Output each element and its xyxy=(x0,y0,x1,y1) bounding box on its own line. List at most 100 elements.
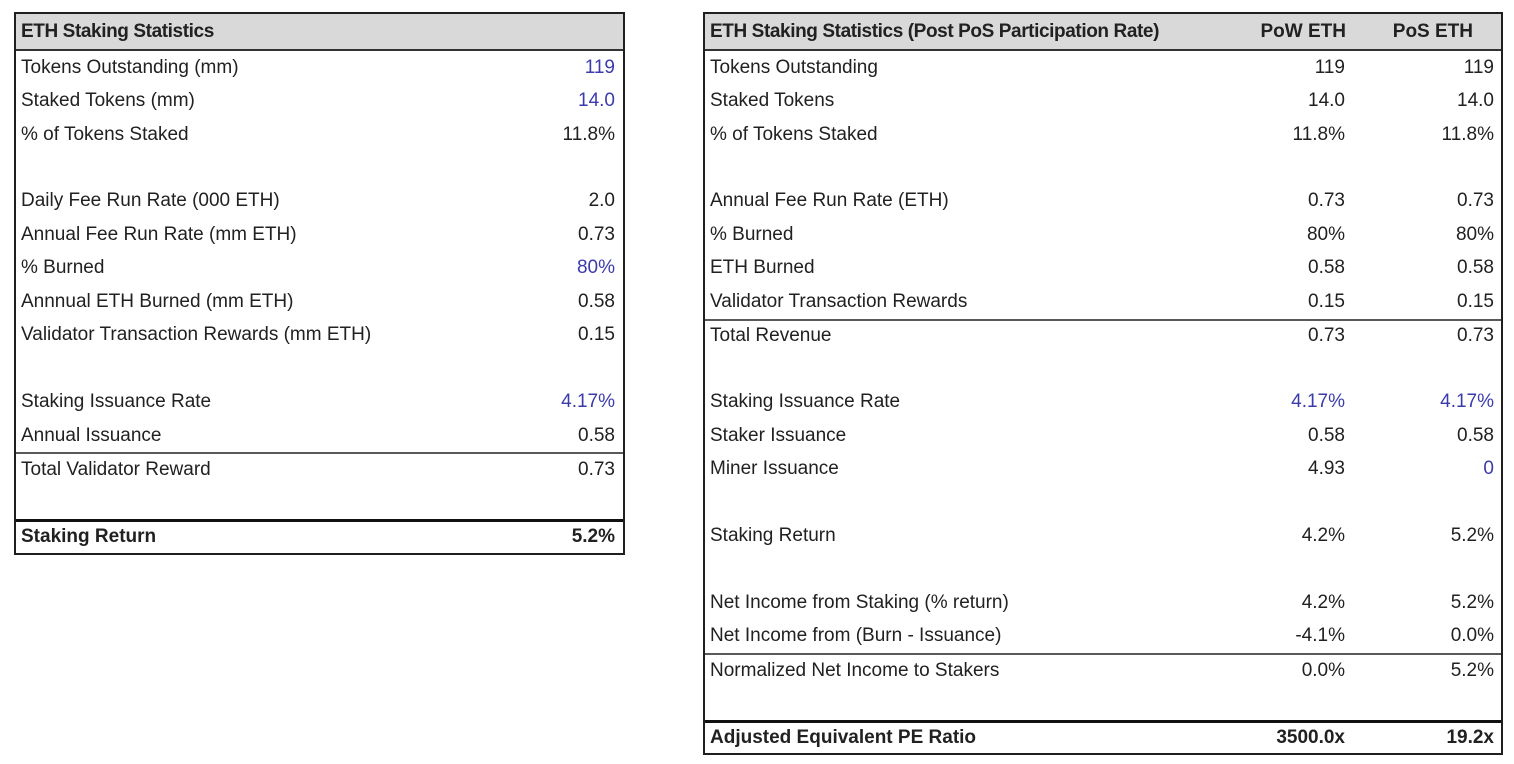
table-row: Annnual ETH Burned (mm ETH) 0.58 xyxy=(16,285,623,318)
row-value-pos: 19.2x xyxy=(1446,726,1494,748)
row-label: Staking Issuance Rate xyxy=(710,391,901,413)
row-label: % of Tokens Staked xyxy=(710,123,878,145)
row-label: Annual Fee Run Rate (mm ETH) xyxy=(21,223,297,245)
row-label: Validator Transaction Rewards (mm ETH) xyxy=(21,324,372,346)
table-row: Tokens Outstanding 119 119 xyxy=(705,51,1501,84)
spacer-row xyxy=(705,352,1501,385)
spacer-row xyxy=(705,686,1501,719)
row-value-pos: 14.0 xyxy=(1457,90,1494,112)
row-value-pow: -4.1% xyxy=(1295,625,1345,647)
eth-staking-statistics-table: ETH Staking Statistics Tokens Outstandin… xyxy=(14,12,625,555)
spacer-row xyxy=(705,486,1501,519)
row-value-pos: 0.58 xyxy=(1457,424,1494,446)
row-value: 0.73 xyxy=(578,223,615,245)
row-label: Staking Issuance Rate xyxy=(21,391,212,413)
row-label: Adjusted Equivalent PE Ratio xyxy=(710,726,977,748)
table-row-subtotal: Total Validator Reward 0.73 xyxy=(16,452,623,485)
row-value: 0.58 xyxy=(578,424,615,446)
row-value-pos: 11.8% xyxy=(1441,123,1494,145)
row-value-pos: 5.2% xyxy=(1450,524,1494,546)
row-label: Staked Tokens xyxy=(710,90,835,112)
table-row: ETH Burned 0.58 0.58 xyxy=(705,252,1501,285)
row-label: Annnual ETH Burned (mm ETH) xyxy=(21,290,294,312)
row-label: Annual Issuance xyxy=(21,424,162,446)
eth-staking-post-pos-table: ETH Staking Statistics (Post PoS Partici… xyxy=(703,12,1503,756)
row-value-pow: 80% xyxy=(1306,223,1345,245)
table-row: Annual Issuance 0.58 xyxy=(16,419,623,452)
row-value-pos: 4.17% xyxy=(1440,391,1494,413)
row-value-pos: 0 xyxy=(1483,457,1494,479)
row-value-pow: 14.0 xyxy=(1308,90,1345,112)
spacer-row xyxy=(16,352,623,385)
row-value-pos: 5.2% xyxy=(1450,591,1494,613)
table-row: % Burned 80% 80% xyxy=(705,218,1501,251)
row-label: Tokens Outstanding xyxy=(710,56,878,78)
row-label: Miner Issuance xyxy=(710,457,839,479)
column-header-pos-eth: PoS ETH xyxy=(1392,20,1473,42)
row-value-pow: 4.2% xyxy=(1301,591,1345,613)
row-label: % of Tokens Staked xyxy=(21,123,189,145)
table-row: Annual Fee Run Rate (ETH) 0.73 0.73 xyxy=(705,185,1501,218)
table-row: Staker Issuance 0.58 0.58 xyxy=(705,419,1501,452)
spacer-row xyxy=(705,151,1501,184)
row-value-pow: 4.17% xyxy=(1291,391,1345,413)
table-row: Staked Tokens (mm) 14.0 xyxy=(16,84,623,117)
table-row: Annual Fee Run Rate (mm ETH) 0.73 xyxy=(16,218,623,251)
row-label: Staked Tokens (mm) xyxy=(21,90,195,112)
left-table-title: ETH Staking Statistics xyxy=(21,20,214,42)
column-header-pow-eth: PoW ETH xyxy=(1260,20,1347,42)
table-row: Staking Issuance Rate 4.17% 4.17% xyxy=(705,385,1501,418)
table-row-total: Adjusted Equivalent PE Ratio 3500.0x 19.… xyxy=(705,719,1501,753)
row-value: 2.0 xyxy=(588,190,615,212)
row-value-pow: 119 xyxy=(1314,56,1345,78)
row-label: Net Income from Staking (% return) xyxy=(710,591,1009,613)
row-value-pos: 0.58 xyxy=(1457,257,1494,279)
row-label: Validator Transaction Rewards xyxy=(710,290,968,312)
row-label: Tokens Outstanding (mm) xyxy=(21,56,239,78)
row-value-pos: 0.0% xyxy=(1450,625,1494,647)
row-value-pow: 4.93 xyxy=(1308,457,1345,479)
right-table-header: ETH Staking Statistics (Post PoS Partici… xyxy=(705,14,1501,51)
table-row-subtotal: Normalized Net Income to Stakers 0.0% 5.… xyxy=(705,652,1501,686)
row-value: 0.15 xyxy=(578,324,615,346)
table-row: Daily Fee Run Rate (000 ETH) 2.0 xyxy=(16,185,623,218)
left-table-header: ETH Staking Statistics xyxy=(16,14,623,51)
row-value: 5.2% xyxy=(571,526,615,548)
row-label: Net Income from (Burn - Issuance) xyxy=(710,625,1002,647)
row-label: Total Validator Reward xyxy=(21,458,211,480)
row-value-pow: 0.58 xyxy=(1308,257,1345,279)
row-value-pow: 0.15 xyxy=(1308,290,1345,312)
table-row: Net Income from Staking (% return) 4.2% … xyxy=(705,586,1501,619)
table-row-total: Staking Return 5.2% xyxy=(16,519,623,552)
row-label: Staking Return xyxy=(21,526,157,548)
row-value: 119 xyxy=(584,56,615,78)
row-value: 0.58 xyxy=(578,290,615,312)
table-row: % of Tokens Staked 11.8% xyxy=(16,118,623,151)
table-row: Tokens Outstanding (mm) 119 xyxy=(16,51,623,84)
row-value-pos: 0.73 xyxy=(1457,190,1494,212)
row-label: % Burned xyxy=(710,223,794,245)
row-label: Daily Fee Run Rate (000 ETH) xyxy=(21,190,280,212)
table-row: Staking Issuance Rate 4.17% xyxy=(16,385,623,418)
row-label: Normalized Net Income to Stakers xyxy=(710,659,1000,681)
row-value-pow: 0.73 xyxy=(1308,190,1345,212)
table-row: % of Tokens Staked 11.8% 11.8% xyxy=(705,118,1501,151)
row-value-pos: 0.73 xyxy=(1457,325,1494,347)
row-value: 0.73 xyxy=(578,458,615,480)
row-value: 11.8% xyxy=(562,123,615,145)
row-value-pos: 80% xyxy=(1455,223,1494,245)
table-row: Net Income from (Burn - Issuance) -4.1% … xyxy=(705,619,1501,652)
spacer-row xyxy=(16,486,623,519)
row-label: Staker Issuance xyxy=(710,424,847,446)
table-row: Staking Return 4.2% 5.2% xyxy=(705,519,1501,552)
row-value: 80% xyxy=(576,257,615,279)
row-value-pos: 0.15 xyxy=(1457,290,1494,312)
row-value-pow: 0.73 xyxy=(1308,325,1345,347)
row-value: 4.17% xyxy=(561,391,615,413)
table-row: Validator Transaction Rewards 0.15 0.15 xyxy=(705,285,1501,318)
row-value-pow: 11.8% xyxy=(1292,123,1345,145)
table-row: Validator Transaction Rewards (mm ETH) 0… xyxy=(16,319,623,352)
spacer-row xyxy=(705,553,1501,586)
row-value-pow: 0.58 xyxy=(1308,424,1345,446)
spacer-row xyxy=(16,151,623,184)
